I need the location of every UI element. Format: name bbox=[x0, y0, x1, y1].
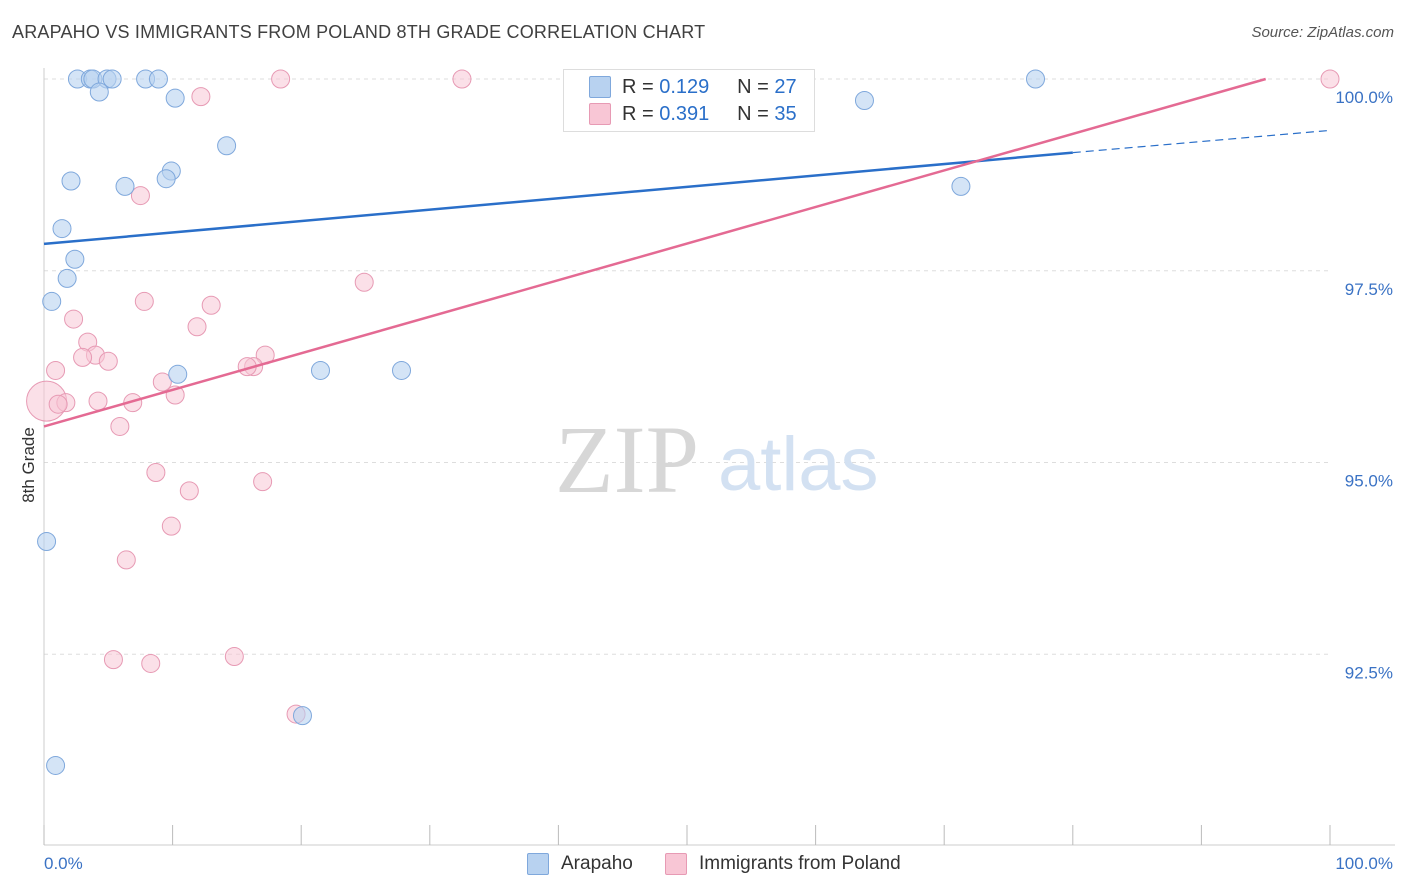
y-axis-label: 8th Grade bbox=[19, 427, 38, 503]
data-point-poland bbox=[46, 360, 66, 380]
axes bbox=[43, 68, 1395, 846]
poland-swatch bbox=[589, 103, 611, 125]
watermark-atlas: atlas bbox=[718, 422, 879, 507]
data-point-arapaho bbox=[89, 82, 109, 102]
poland-legend-swatch bbox=[665, 853, 687, 875]
data-point-poland bbox=[110, 416, 130, 436]
data-point-poland bbox=[179, 481, 199, 501]
n-label: N = bbox=[737, 102, 769, 125]
data-point-poland bbox=[271, 69, 291, 89]
data-point-arapaho bbox=[165, 88, 185, 108]
data-point-arapaho bbox=[102, 69, 122, 89]
legend-label-arapaho: Arapaho bbox=[561, 853, 633, 874]
y-tick-label: 97.5% bbox=[1345, 280, 1393, 299]
trendline-arapaho bbox=[43, 151, 1073, 246]
data-point-poland bbox=[98, 351, 118, 371]
n-label: N = bbox=[737, 75, 769, 98]
data-point-poland bbox=[116, 550, 136, 570]
stats-legend: R = 0.129 N = 27 R = 0.391 N = 35 bbox=[563, 69, 815, 132]
legend-item-poland[interactable]: Immigrants from Poland bbox=[665, 853, 901, 875]
trendlines bbox=[43, 77, 1331, 428]
data-point-poland bbox=[152, 372, 172, 392]
data-point-arapaho bbox=[57, 268, 77, 288]
data-point-poland bbox=[64, 309, 84, 329]
trendline-poland bbox=[43, 77, 1267, 428]
data-point-arapaho bbox=[217, 136, 237, 156]
grid-lines bbox=[44, 78, 1330, 655]
data-point-poland bbox=[187, 317, 207, 337]
data-point-poland bbox=[103, 650, 123, 670]
data-point-poland bbox=[134, 291, 154, 311]
series-legend: Arapaho Immigrants from Poland bbox=[0, 852, 1406, 878]
series-immigrants-from-poland bbox=[26, 69, 1340, 724]
tick-labels: 92.5% 95.0% 97.5% 100.0% 0.0% 100.0% bbox=[44, 88, 1393, 873]
data-point-arapaho bbox=[115, 176, 135, 196]
chart-title: ARAPAHO VS IMMIGRANTS FROM POLAND 8TH GR… bbox=[12, 22, 706, 42]
r-value-poland: 0.391 bbox=[659, 102, 710, 125]
r-label: R = bbox=[622, 102, 654, 125]
series-arapaho bbox=[37, 69, 1046, 775]
x-tick-label: 0.0% bbox=[44, 854, 83, 873]
data-point-arapaho bbox=[1026, 69, 1046, 89]
data-point-poland bbox=[88, 391, 108, 411]
data-point-arapaho bbox=[65, 249, 85, 269]
data-point-poland bbox=[224, 647, 244, 667]
x-tick-label: 100.0% bbox=[1335, 854, 1393, 873]
data-point-arapaho bbox=[148, 69, 168, 89]
data-point-poland bbox=[1320, 69, 1340, 89]
data-point-arapaho bbox=[951, 176, 971, 196]
data-point-arapaho bbox=[392, 360, 412, 380]
y-tick-label: 92.5% bbox=[1345, 663, 1393, 682]
trendline-arapaho-extension bbox=[1072, 129, 1331, 154]
y-tick-label: 100.0% bbox=[1335, 88, 1393, 107]
watermark-zip: ZIP bbox=[555, 406, 699, 513]
data-point-arapaho bbox=[37, 532, 57, 552]
arapaho-swatch bbox=[589, 76, 611, 98]
data-point-poland bbox=[354, 272, 374, 292]
legend-item-arapaho[interactable]: Arapaho bbox=[527, 853, 633, 875]
data-point-arapaho bbox=[46, 755, 66, 775]
data-point-arapaho bbox=[292, 706, 312, 726]
data-point-arapaho bbox=[61, 171, 81, 191]
legend-label-poland: Immigrants from Poland bbox=[699, 853, 901, 874]
watermark: ZIP atlas bbox=[555, 406, 879, 513]
data-point-arapaho bbox=[854, 90, 874, 110]
data-point-arapaho bbox=[52, 219, 72, 239]
n-value-arapaho: 27 bbox=[774, 75, 797, 98]
arapaho-legend-swatch bbox=[527, 853, 549, 875]
source-credit: Source: ZipAtlas.com bbox=[1251, 24, 1394, 41]
data-point-poland bbox=[130, 186, 150, 206]
data-point-poland bbox=[201, 295, 221, 315]
data-point-poland bbox=[161, 516, 181, 536]
y-tick-label: 95.0% bbox=[1345, 472, 1393, 491]
data-point-arapaho bbox=[310, 360, 330, 380]
data-point-poland bbox=[253, 472, 273, 492]
data-point-arapaho bbox=[42, 291, 62, 311]
data-point-poland bbox=[191, 87, 211, 107]
data-point-poland bbox=[452, 69, 472, 89]
n-value-poland: 35 bbox=[774, 102, 797, 125]
data-point-arapaho bbox=[156, 169, 176, 189]
data-point-arapaho bbox=[168, 364, 188, 384]
data-point-poland bbox=[48, 394, 68, 414]
r-label: R = bbox=[622, 75, 654, 98]
data-point-poland bbox=[141, 653, 161, 673]
data-point-poland bbox=[146, 462, 166, 482]
r-value-arapaho: 0.129 bbox=[659, 75, 710, 98]
data-point-poland bbox=[73, 347, 93, 367]
